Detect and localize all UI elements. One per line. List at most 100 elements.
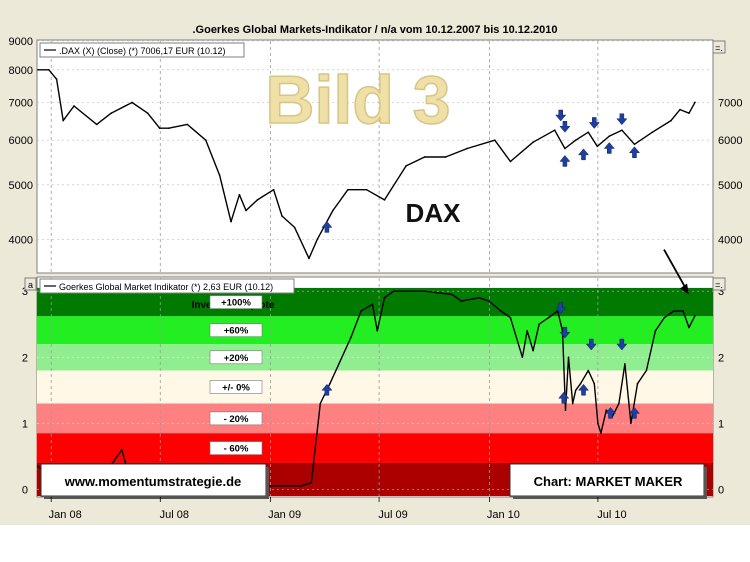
dax-line-point-0	[37, 69, 39, 71]
indicator-line-point-45	[579, 382, 582, 385]
indicator-left-tick-1: 1	[22, 418, 28, 430]
indicator-corner-button[interactable]: =.	[712, 277, 726, 291]
dax-arrow-7	[616, 113, 628, 126]
indicator-left-tick-2: 2	[22, 352, 28, 364]
x-tick-label-1: Jul 08	[160, 509, 189, 521]
indicator-line-point-36	[532, 349, 534, 352]
indicator-line-point-5	[121, 448, 123, 451]
dax-line-point-25	[365, 188, 368, 191]
indicator-right-tick-0: 0	[718, 484, 724, 496]
indicator-line-point-57	[654, 330, 657, 332]
dax-line-point-21	[308, 257, 310, 260]
dax-left-tick-2: 7000	[9, 97, 33, 109]
dax-line-point-20	[293, 226, 296, 229]
dax-arrow-5	[588, 117, 600, 129]
indicator-line-point-49	[600, 432, 602, 435]
dax-line-point-38	[596, 145, 599, 148]
dax-line-point-30	[466, 147, 469, 150]
dax-arrow-4	[577, 148, 590, 161]
dax-line-point-11	[186, 123, 189, 126]
indicator-arrow-3	[558, 391, 570, 404]
indicator-line-point-61	[688, 326, 690, 329]
indicator-left-button[interactable]: a	[24, 277, 37, 291]
svg-text:=.: =.	[715, 43, 723, 53]
dax-line-point-18	[272, 188, 275, 191]
dax-legend: .DAX (X) (Close) (*) 7006,17 EUR (10.12)	[39, 42, 245, 58]
dax-line-point-33	[532, 141, 534, 144]
x-tick-label-5: Jul 10	[597, 509, 626, 521]
x-axis: Jan 08 Jul 08 Jan 09 Jul 09 Jan 10 Jul 10	[49, 497, 627, 521]
dax-line-point-3	[62, 119, 64, 122]
dax-line-point-7	[131, 101, 133, 104]
indicator-line-point-43	[571, 402, 574, 405]
indicator-arrow-0	[321, 383, 333, 396]
indicator-arrow-4	[577, 383, 590, 396]
dax-left-tick-1: 8000	[9, 65, 33, 77]
indicator-line-point-44	[574, 389, 577, 392]
indicator-line-point-52	[618, 402, 620, 405]
dax-line-point-44	[679, 108, 681, 111]
x-tick-label-3: Jul 09	[378, 509, 407, 521]
indicator-line-point-20	[338, 363, 340, 365]
dax-line-point-8	[146, 112, 149, 114]
dax-right-tick-1: 6000	[718, 135, 742, 147]
dax-line-point-36	[574, 139, 577, 141]
dax-line-point-16	[245, 209, 247, 212]
band-label-2: +20%	[224, 353, 249, 364]
footer-website-text: www.momentumstrategie.de	[64, 474, 242, 489]
indicator-line-point-18	[319, 402, 322, 405]
dax-left-tick-5: 4000	[9, 234, 33, 246]
indicator-line-point-58	[663, 316, 666, 319]
indicator-line-point-41	[564, 409, 567, 411]
dax-series	[37, 69, 696, 260]
indicator-line-point-46	[587, 369, 590, 372]
svg-text:a: a	[28, 280, 33, 290]
indicator-line-point-21	[350, 336, 352, 339]
band-label-0: +100%	[221, 298, 251, 309]
indicator-line-point-62	[694, 314, 696, 317]
band-label-box-3	[209, 380, 263, 394]
dax-gridlines	[37, 40, 713, 272]
indicator-right-tick-1: 1	[718, 418, 724, 430]
band-label-5: - 60%	[224, 444, 249, 455]
indicator-line-point-34	[521, 356, 524, 359]
indicator-line-point-17	[310, 481, 313, 484]
indicator-arrow-5	[585, 338, 597, 351]
dax-panel	[36, 39, 714, 274]
dax-right-tick-3: 4000	[718, 234, 742, 246]
indicator-line-point-23	[371, 303, 374, 306]
band-5	[37, 433, 713, 463]
indicator-line-point-53	[624, 363, 626, 365]
dax-line-point-24	[347, 188, 349, 191]
dax-line-point-26	[383, 199, 386, 201]
dax-line-point-40	[621, 129, 623, 131]
dax-line-point-46	[694, 101, 696, 104]
dax-line-point-45	[688, 112, 690, 114]
band-label-box-4	[209, 411, 263, 426]
band-2	[37, 344, 713, 371]
band-3	[37, 370, 713, 404]
band-label-3: +/- 0%	[222, 383, 250, 394]
dax-line-point-37	[587, 131, 590, 133]
indicator-line-point-25	[383, 297, 386, 299]
indicator-right-axis: 0 1 2 3	[718, 286, 724, 496]
indicator-markers	[321, 302, 640, 419]
svg-text:=.: =.	[715, 280, 723, 290]
dax-corner-button[interactable]: =.	[712, 40, 726, 54]
dax-line-point-17	[256, 199, 259, 201]
dax-line-point-29	[444, 156, 447, 158]
chart-canvas: .Goerkes Global Markets-Indikator / n/a …	[9, 24, 743, 521]
indicator-left-tick-0: 0	[22, 484, 28, 496]
dax-line-point-27	[405, 165, 407, 167]
dax-line-point-10	[167, 127, 170, 130]
indicator-line-point-33	[509, 316, 512, 319]
dax-line-point-2	[55, 78, 58, 80]
indicator-arrow-2	[559, 326, 571, 339]
current-value-pointer	[663, 249, 690, 295]
dax-markers	[321, 109, 640, 233]
indicator-line-point-56	[645, 369, 648, 372]
indicator-line-point-42	[567, 356, 570, 359]
dax-line-point-35	[564, 147, 566, 150]
dax-arrow-6	[603, 142, 615, 154]
dax-line-point-41	[633, 143, 636, 146]
